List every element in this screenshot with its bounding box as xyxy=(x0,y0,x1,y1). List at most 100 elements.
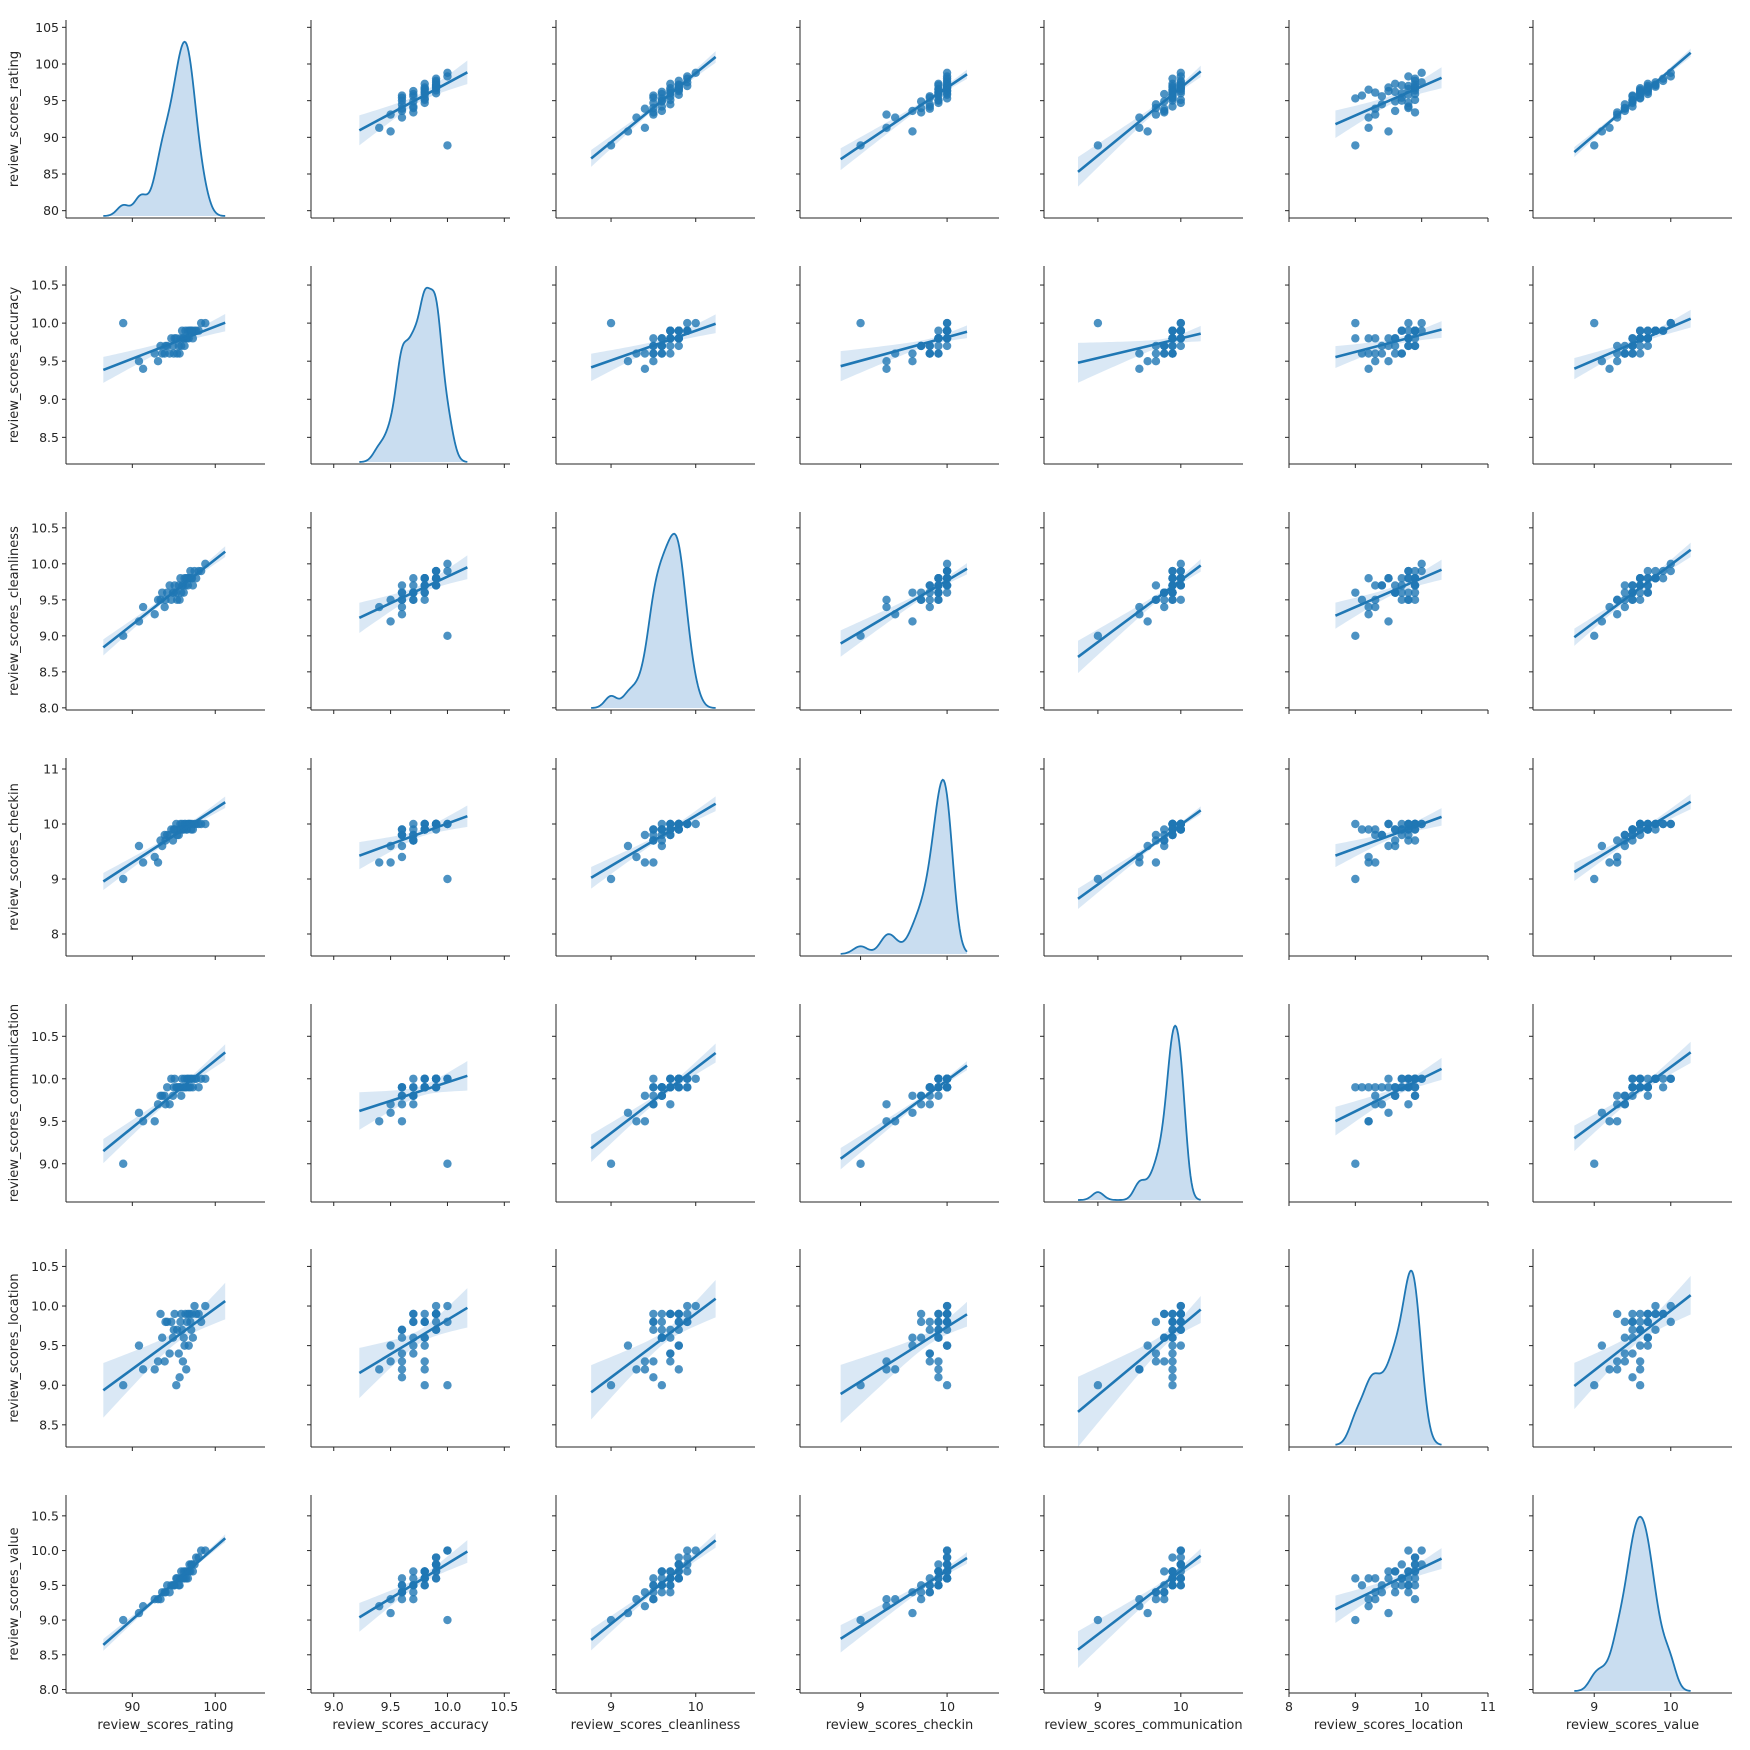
scatter-point xyxy=(1093,874,1103,884)
scatter-point xyxy=(942,68,952,78)
regression-line xyxy=(1334,815,1443,857)
scatter-point xyxy=(1612,356,1622,366)
scatter-point xyxy=(1371,1083,1380,1092)
scatter-point xyxy=(666,326,675,335)
plot-area xyxy=(358,1288,469,1399)
x-tick-label: 11 xyxy=(1480,1699,1496,1714)
y-tick-label: 9.5 xyxy=(39,1338,59,1353)
scatter-point xyxy=(942,341,952,351)
scatter-point xyxy=(1135,123,1144,132)
y-tick-label: 10.0 xyxy=(31,556,59,571)
scatter-point xyxy=(1143,1341,1152,1350)
scatter-point xyxy=(397,1581,407,1590)
scatter-point xyxy=(1176,566,1186,576)
scatter-point xyxy=(623,356,633,366)
scatter-point xyxy=(1628,595,1637,605)
scatter-point xyxy=(640,123,650,132)
scatter-point xyxy=(657,334,667,343)
scatter-point xyxy=(1160,349,1169,358)
regression-line xyxy=(1077,564,1202,658)
scatter-point xyxy=(1364,1595,1373,1604)
scatter-point xyxy=(934,1365,943,1374)
y-axis-label: review_scores_cleanliness xyxy=(7,526,22,696)
scatter-point xyxy=(397,610,407,619)
scatter-point xyxy=(443,1159,452,1168)
scatter-point xyxy=(1377,1083,1387,1092)
scatter-point xyxy=(1143,127,1152,136)
y-tick-label: 100 xyxy=(35,57,59,72)
subplot-review_scores_value-vs-review_scores_value: 9 10 review_scores_value xyxy=(1529,1495,1732,1733)
scatter-point xyxy=(420,1317,429,1327)
scatter-point xyxy=(1635,341,1645,351)
scatter-point xyxy=(1176,1560,1186,1569)
scatter-point xyxy=(1135,349,1144,358)
scatter-point xyxy=(1364,123,1373,132)
scatter-point xyxy=(1176,326,1186,335)
scatter-point xyxy=(194,1309,203,1319)
scatter-point xyxy=(397,852,407,862)
scatter-point xyxy=(1168,574,1177,583)
scatter-point xyxy=(1605,123,1614,132)
scatter-point xyxy=(1384,1608,1393,1618)
scatter-point xyxy=(1151,858,1161,867)
subplot-review_scores_location-vs-review_scores_value xyxy=(1529,1249,1732,1451)
scatter-point xyxy=(1612,1309,1622,1319)
scatter-point xyxy=(1643,566,1653,576)
scatter-point xyxy=(420,1341,429,1350)
y-tick-label: 8.0 xyxy=(39,700,59,715)
scatter-point xyxy=(942,1083,952,1092)
confidence-band xyxy=(1335,1057,1442,1136)
subplot-review_scores_cleanliness-vs-review_scores_accuracy xyxy=(307,512,510,714)
plot-area xyxy=(839,1301,968,1424)
plot-area xyxy=(1077,1295,1202,1447)
scatter-point xyxy=(1643,326,1653,335)
scatter-point xyxy=(1151,1357,1161,1366)
scatter-point xyxy=(649,1357,658,1366)
x-axis-label: review_scores_accuracy xyxy=(332,1718,489,1733)
scatter-point xyxy=(175,349,184,358)
scatter-point xyxy=(934,1317,943,1327)
scatter-point xyxy=(1364,825,1373,834)
scatter-point xyxy=(1151,1595,1161,1604)
scatter-point xyxy=(683,1567,692,1576)
subplot-review_scores_checkin-vs-review_scores_location xyxy=(1285,758,1489,960)
scatter-point xyxy=(420,588,429,597)
regression-line xyxy=(358,566,468,620)
scatter-point xyxy=(397,1100,407,1109)
scatter-point xyxy=(640,1091,650,1100)
regression-line xyxy=(840,330,968,368)
regression-line xyxy=(590,802,717,879)
regression-line xyxy=(1573,800,1692,874)
x-tick-label: 9.0 xyxy=(324,1699,344,1714)
scatter-point xyxy=(649,1309,658,1319)
scatter-point xyxy=(169,349,178,358)
subplot-review_scores_communication-vs-review_scores_rating: 9.0 9.5 10.0 10.5 review_scores_communicatio… xyxy=(7,1004,265,1206)
scatter-point xyxy=(934,588,943,597)
scatter-point xyxy=(180,341,189,351)
plot-area xyxy=(1077,65,1202,187)
scatter-point xyxy=(375,858,384,867)
scatter-point xyxy=(942,588,952,597)
scatter-point xyxy=(649,1317,658,1327)
subplot-review_scores_accuracy-vs-review_scores_accuracy xyxy=(307,266,510,468)
subplot-review_scores_checkin-vs-review_scores_cleanliness xyxy=(552,758,755,960)
scatter-point xyxy=(942,1341,952,1350)
scatter-point xyxy=(1390,87,1400,97)
scatter-point xyxy=(165,1349,174,1358)
scatter-point xyxy=(150,1365,159,1374)
subplot-review_scores_rating-vs-review_scores_rating: 80 85 90 95 100 105 review_scores_rating xyxy=(7,20,265,222)
scatter-point xyxy=(649,356,658,366)
scatter-point xyxy=(657,1588,667,1597)
subplot-review_scores_location-vs-review_scores_location xyxy=(1285,1249,1489,1451)
regression-line xyxy=(1334,76,1443,126)
scatter-point xyxy=(1364,334,1373,343)
plot-area xyxy=(358,1540,469,1632)
scatter-point xyxy=(1643,588,1653,597)
subplot-review_scores_communication-vs-review_scores_communication xyxy=(1040,1004,1243,1206)
scatter-point xyxy=(1151,1349,1161,1358)
scatter-point xyxy=(160,1357,169,1366)
scatter-point xyxy=(1410,108,1420,117)
scatter-point xyxy=(1135,1365,1144,1374)
scatter-point xyxy=(1371,858,1380,867)
